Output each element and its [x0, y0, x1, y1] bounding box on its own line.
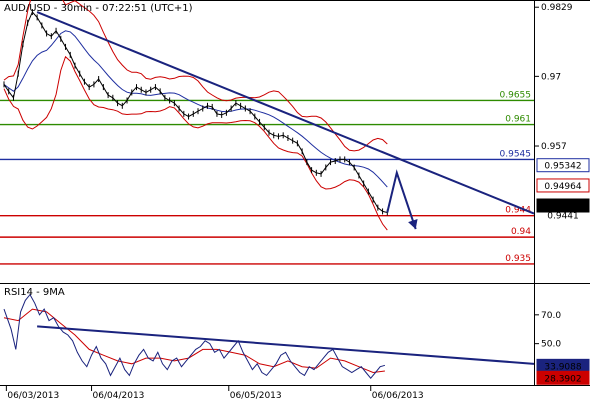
rsi-badge-1-label: 28.3902	[544, 374, 581, 384]
support-resistance-levels: 0.9655 0.961 0.9545 0.944 0.94 0.935	[0, 90, 534, 265]
forecast-path	[386, 169, 417, 230]
xtick-label-1: 06/04/2013	[93, 391, 145, 400]
price-ytick-label-0: 0.9829	[541, 3, 573, 13]
price-badge-2-label: 0.9459	[547, 202, 579, 212]
moving-average-line	[3, 30, 388, 188]
chart-title: AUD/USD - 30min - 07:22:51 (UTC+1)	[4, 3, 193, 14]
rsi-title: RSI14 - 9MA	[4, 287, 65, 298]
rsi-panel	[3, 293, 535, 379]
rsi-badge-0-label: 33.9088	[544, 362, 581, 372]
level-label-2: 0.9545	[500, 149, 532, 159]
rsi-line	[3, 293, 386, 379]
forecast-arrowhead	[408, 218, 418, 230]
xtick-label-2: 06/05/2013	[230, 391, 282, 400]
rsi-trendline	[37, 325, 535, 365]
price-ytick-label-2: 0.957	[541, 142, 567, 152]
level-label-0: 0.9655	[500, 90, 532, 100]
level-label-3: 0.944	[505, 206, 531, 216]
level-label-1: 0.961	[505, 115, 531, 125]
price-panel	[3, 0, 535, 231]
rsi-badge-1-box	[536, 370, 590, 385]
price-badge-1-label: 0.94964	[544, 182, 581, 192]
price-badge-1-box	[536, 178, 590, 193]
x-axis-ticks: 06/03/2013 06/04/2013 06/05/2013 06/06/2013	[5, 386, 424, 400]
price-badge-2-box	[536, 198, 590, 213]
price-trendline	[36, 11, 535, 215]
rsi-ma-line	[3, 308, 385, 374]
xtick-label-0: 06/03/2013	[7, 391, 59, 400]
price-badge-3-label: 0.9441	[547, 212, 579, 222]
bollinger-lower-line	[3, 55, 388, 231]
rsi-ytick-label-0: 70.0	[541, 311, 561, 321]
level-label-4: 0.94	[511, 227, 531, 237]
price-line	[3, 11, 388, 213]
y-axis-ticks: 0.9829 0.97 0.957 70.0 50.0	[534, 3, 573, 350]
price-ytick-label-1: 0.97	[541, 72, 561, 82]
price-badge-0-label: 0.95342	[544, 162, 581, 172]
rsi-ytick-label-1: 50.0	[541, 340, 561, 350]
bollinger-upper-line	[3, 0, 388, 152]
xtick-label-3: 06/06/2013	[372, 391, 424, 400]
price-badge-0-box	[536, 158, 590, 173]
level-label-5: 0.935	[505, 254, 531, 264]
